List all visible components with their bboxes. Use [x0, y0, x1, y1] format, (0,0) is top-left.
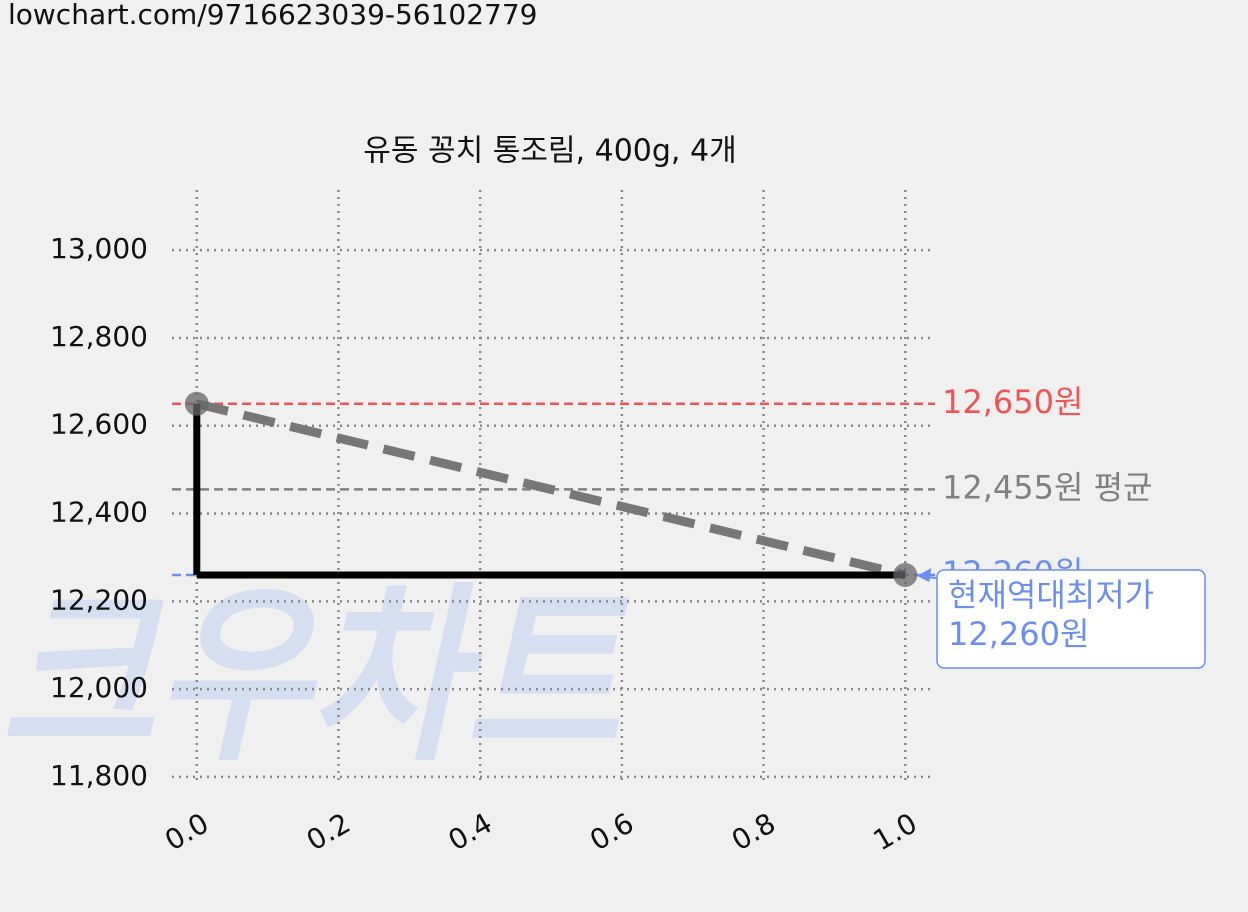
- reference-label: 12,455원 평균: [942, 468, 1152, 506]
- y-tick-label: 12,200: [50, 583, 148, 616]
- annotation-arrowhead: [917, 567, 932, 582]
- annotation-box: [936, 569, 1206, 669]
- chart-title: 유동 꽁치 통조림, 400g, 4개: [363, 134, 736, 169]
- y-tick-label: 13,000: [50, 232, 148, 265]
- trend-line: [195, 399, 907, 580]
- watermark: 크우차트: [0, 566, 630, 787]
- y-tick-label: 12,800: [50, 320, 148, 353]
- url: lowchart.com/9716623039-56102779: [8, 0, 538, 31]
- point-marker: [893, 562, 918, 587]
- point-marker: [184, 391, 209, 416]
- y-tick-label: 12,600: [50, 408, 148, 441]
- y-tick-label: 12,400: [50, 496, 148, 529]
- annotation-text: 12,260원: [948, 615, 1089, 653]
- y-tick-label: 12,000: [50, 671, 148, 704]
- annotation-text: 현재역대최저가: [948, 576, 1154, 614]
- reference-label: 12,650원: [942, 383, 1083, 421]
- y-tick-label: 11,800: [50, 759, 148, 792]
